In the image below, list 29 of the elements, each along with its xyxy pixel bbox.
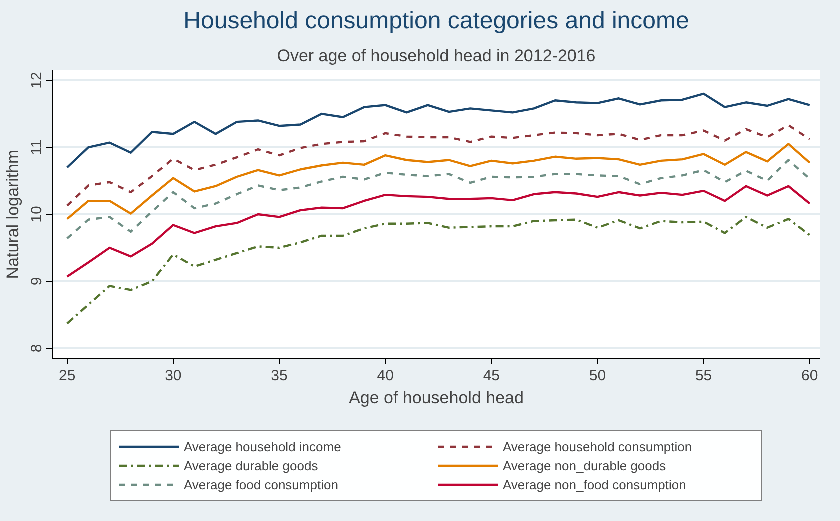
x-tick-label: 60	[802, 368, 818, 384]
y-tick-label: 9	[28, 277, 46, 286]
x-tick-label: 50	[589, 368, 606, 384]
legend-label: Average food consumption	[184, 477, 340, 492]
line-series	[66, 216, 811, 325]
line-series	[66, 185, 811, 278]
chart-title: Household consumption categories and income	[184, 8, 690, 34]
line-series	[66, 159, 811, 240]
legend-label: Average non_food consumption	[503, 477, 688, 492]
legend-label: Average non_durable goods	[503, 458, 668, 473]
line-series	[66, 143, 811, 220]
x-tick-label: 25	[59, 368, 76, 384]
legend-label: Average household consumption	[503, 439, 694, 454]
x-axis-title: Age of household head	[349, 388, 524, 408]
line-series	[66, 92, 811, 169]
y-axis-title: Natural logarithm	[4, 150, 22, 280]
x-tick-label: 45	[483, 368, 500, 384]
x-tick-label: 30	[165, 368, 182, 384]
y-tick-label: 12	[28, 72, 46, 89]
y-tick-label: 10	[28, 206, 46, 223]
x-tick-label: 35	[271, 368, 288, 384]
legend-label: Average household income	[184, 439, 342, 454]
x-tick-label: 55	[695, 368, 712, 384]
legend-label: Average durable goods	[184, 458, 320, 473]
y-tick-label: 11	[28, 140, 46, 156]
y-tick-label: 8	[28, 344, 46, 353]
chart-subtitle: Over age of household head in 2012-2016	[277, 46, 596, 66]
x-tick-label: 40	[377, 368, 394, 384]
line-series	[66, 124, 811, 207]
